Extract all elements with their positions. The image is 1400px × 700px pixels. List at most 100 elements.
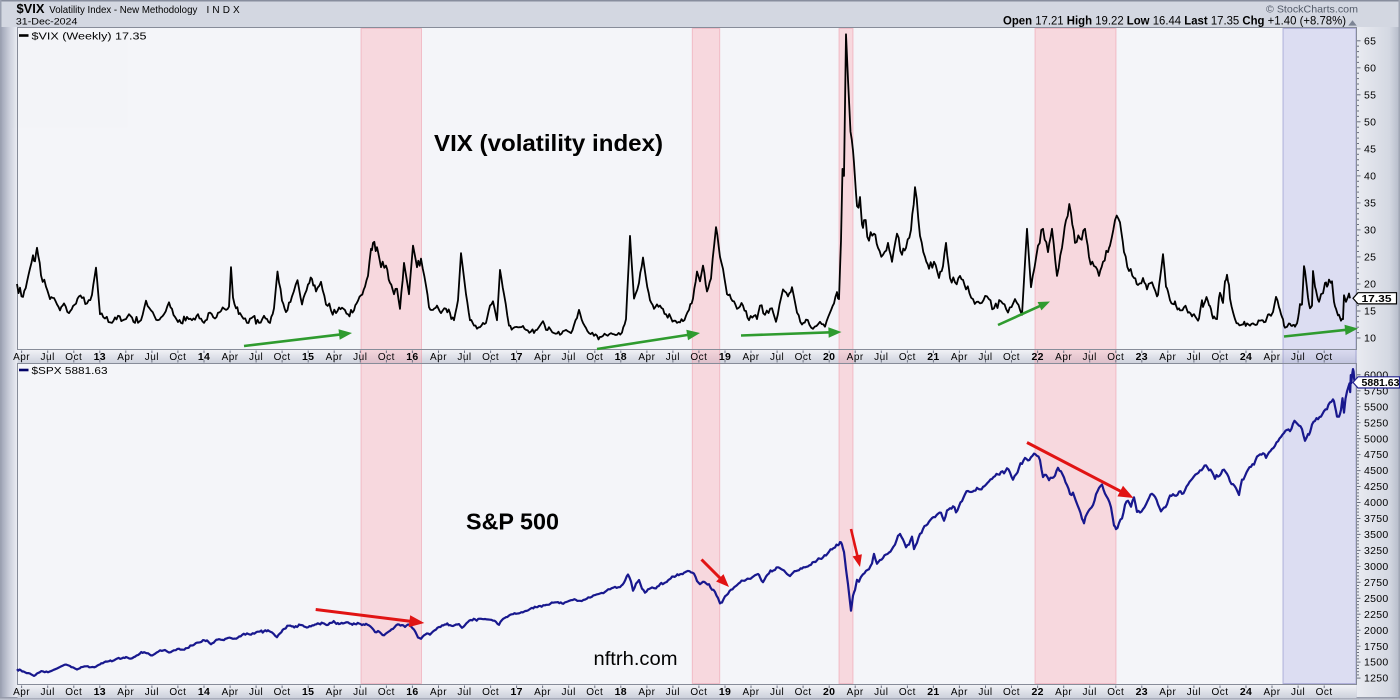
- svg-text:Jul: Jul: [145, 687, 159, 698]
- svg-text:23: 23: [1136, 686, 1148, 698]
- svg-text:65: 65: [1364, 35, 1376, 47]
- svg-text:22: 22: [1031, 686, 1043, 698]
- svg-text:20: 20: [823, 686, 835, 698]
- svg-text:Jul: Jul: [1291, 352, 1305, 363]
- svg-text:24: 24: [1240, 686, 1252, 698]
- svg-text:Open 17.21 High 19.22 Low 16.4: Open 17.21 High 19.22 Low 16.44 Last 17.…: [1003, 14, 1346, 28]
- svg-text:Volatility Index - New Methodo: Volatility Index - New Methodology: [49, 4, 198, 16]
- svg-text:Jul: Jul: [666, 687, 680, 698]
- svg-text:19: 19: [719, 686, 731, 698]
- svg-text:16: 16: [406, 686, 418, 698]
- svg-text:Oct: Oct: [899, 352, 916, 363]
- svg-text:Oct: Oct: [1003, 687, 1020, 698]
- svg-text:Jul: Jul: [457, 687, 471, 698]
- svg-text:24: 24: [1240, 351, 1252, 363]
- svg-text:35: 35: [1364, 198, 1376, 210]
- svg-text:Apr: Apr: [117, 352, 134, 363]
- svg-text:Jul: Jul: [1083, 352, 1097, 363]
- svg-text:Jul: Jul: [1291, 687, 1305, 698]
- svg-text:$VIX (Weekly) 17.35: $VIX (Weekly) 17.35: [32, 32, 148, 43]
- svg-text:Oct: Oct: [1211, 687, 1228, 698]
- svg-text:55: 55: [1364, 89, 1376, 101]
- svg-text:Oct: Oct: [1107, 352, 1124, 363]
- svg-text:Jul: Jul: [874, 352, 888, 363]
- svg-text:VIX (volatility index): VIX (volatility index): [434, 130, 663, 156]
- svg-text:Oct: Oct: [1316, 352, 1333, 363]
- svg-text:20: 20: [1364, 279, 1376, 291]
- svg-text:19: 19: [719, 351, 731, 363]
- svg-text:5000: 5000: [1364, 433, 1389, 445]
- svg-text:13: 13: [94, 686, 106, 698]
- svg-text:45: 45: [1364, 144, 1376, 156]
- svg-text:Apr: Apr: [534, 687, 551, 698]
- svg-text:Oct: Oct: [795, 352, 812, 363]
- svg-text:15: 15: [302, 686, 314, 698]
- svg-text:Jul: Jul: [770, 352, 784, 363]
- svg-text:5500: 5500: [1364, 401, 1389, 413]
- svg-text:40: 40: [1364, 171, 1376, 183]
- svg-text:Apr: Apr: [847, 687, 864, 698]
- svg-text:Apr: Apr: [1159, 687, 1176, 698]
- svg-text:21: 21: [927, 686, 939, 698]
- svg-text:4750: 4750: [1364, 449, 1389, 461]
- svg-text:1750: 1750: [1364, 641, 1389, 653]
- svg-text:2500: 2500: [1364, 593, 1389, 605]
- svg-text:30: 30: [1364, 225, 1376, 237]
- svg-text:S&P 500: S&P 500: [466, 509, 559, 535]
- svg-text:17: 17: [510, 351, 522, 363]
- svg-text:Apr: Apr: [13, 687, 30, 698]
- svg-text:Oct: Oct: [690, 687, 707, 698]
- svg-text:1250: 1250: [1364, 673, 1389, 685]
- svg-text:Apr: Apr: [638, 687, 655, 698]
- svg-text:2750: 2750: [1364, 577, 1389, 589]
- svg-text:Oct: Oct: [274, 687, 291, 698]
- svg-text:50: 50: [1364, 116, 1376, 128]
- svg-text:Jul: Jul: [562, 687, 576, 698]
- svg-text:$SPX 5881.63: $SPX 5881.63: [32, 366, 109, 377]
- svg-text:23: 23: [1136, 351, 1148, 363]
- svg-text:Apr: Apr: [1263, 352, 1280, 363]
- svg-text:Jul: Jul: [874, 687, 888, 698]
- svg-text:Apr: Apr: [1263, 687, 1280, 698]
- svg-text:Oct: Oct: [378, 687, 395, 698]
- svg-text:17: 17: [510, 686, 522, 698]
- svg-text:Apr: Apr: [13, 352, 30, 363]
- svg-text:Oct: Oct: [169, 687, 186, 698]
- svg-text:13: 13: [94, 351, 106, 363]
- svg-text:Jul: Jul: [145, 352, 159, 363]
- svg-text:10: 10: [1364, 333, 1376, 345]
- svg-text:Jul: Jul: [770, 687, 784, 698]
- svg-text:Jul: Jul: [666, 352, 680, 363]
- svg-text:4250: 4250: [1364, 481, 1389, 493]
- svg-text:Oct: Oct: [1316, 687, 1333, 698]
- svg-text:Jul: Jul: [978, 352, 992, 363]
- svg-text:3750: 3750: [1364, 513, 1389, 525]
- svg-text:Oct: Oct: [1211, 352, 1228, 363]
- svg-text:Oct: Oct: [482, 687, 499, 698]
- svg-text:Oct: Oct: [899, 687, 916, 698]
- svg-text:1500: 1500: [1364, 657, 1389, 669]
- svg-text:Apr: Apr: [1159, 352, 1176, 363]
- svg-text:© StockCharts.com: © StockCharts.com: [1266, 3, 1358, 15]
- svg-text:2250: 2250: [1364, 609, 1389, 621]
- svg-text:Oct: Oct: [169, 352, 186, 363]
- svg-text:21: 21: [927, 351, 939, 363]
- svg-text:3250: 3250: [1364, 545, 1389, 557]
- svg-text:Oct: Oct: [586, 352, 603, 363]
- svg-text:nftrh.com: nftrh.com: [594, 649, 678, 670]
- svg-text:Apr: Apr: [742, 352, 759, 363]
- svg-text:Oct: Oct: [795, 687, 812, 698]
- svg-text:20: 20: [823, 351, 835, 363]
- svg-text:25: 25: [1364, 252, 1376, 264]
- svg-text:Apr: Apr: [326, 687, 343, 698]
- svg-text:Apr: Apr: [430, 352, 447, 363]
- svg-text:Apr: Apr: [1055, 352, 1072, 363]
- svg-text:Oct: Oct: [274, 352, 291, 363]
- svg-text:14: 14: [198, 686, 210, 698]
- svg-text:Oct: Oct: [1003, 352, 1020, 363]
- svg-text:Jul: Jul: [353, 352, 367, 363]
- svg-text:Jul: Jul: [457, 352, 471, 363]
- svg-text:31-Dec-2024: 31-Dec-2024: [16, 17, 78, 28]
- svg-text:Jul: Jul: [41, 352, 55, 363]
- svg-text:$VIX: $VIX: [17, 2, 46, 16]
